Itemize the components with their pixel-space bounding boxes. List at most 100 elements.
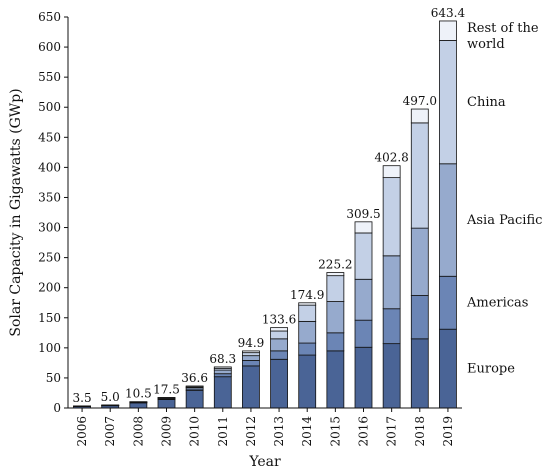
- bar-segment-china: [382, 177, 401, 257]
- legend-label: Americas: [466, 296, 528, 311]
- x-tick-label: 2006: [75, 416, 89, 447]
- bar-segment-europe: [157, 399, 176, 409]
- total-data-label: 68.3: [209, 352, 236, 366]
- total-data-label: 94.9: [238, 336, 265, 350]
- total-data-label: 225.2: [318, 258, 352, 272]
- bar-segment-rest-of-the-world: [298, 302, 317, 306]
- bar-segment-rest-of-the-world: [382, 165, 401, 179]
- y-tick-label: 400: [38, 160, 61, 174]
- y-tick-label: 100: [38, 341, 61, 355]
- y-tick-label: 0: [53, 401, 61, 415]
- bar-segment-rest-of-the-world: [326, 272, 345, 277]
- bar-segment-asia-pacific: [354, 278, 373, 321]
- bar-segment-americas: [298, 342, 317, 356]
- bar-segment-china: [354, 232, 373, 280]
- bar-segment-asia-pacific: [326, 301, 345, 334]
- bar-segment-americas: [439, 275, 457, 330]
- bar-segment-asia-pacific: [213, 369, 232, 375]
- bar-segment-asia-pacific: [410, 227, 429, 296]
- bar-segment-americas: [242, 360, 260, 367]
- x-tick-label: 2011: [216, 416, 230, 447]
- y-tick-label: 200: [38, 281, 61, 295]
- total-data-label: 133.6: [262, 313, 296, 327]
- total-data-label: 402.8: [374, 151, 408, 165]
- bar-segment-rest-of-the-world: [270, 327, 288, 332]
- bar-segment-china: [326, 275, 345, 302]
- x-tick-label: 2014: [300, 416, 314, 447]
- bar-segment-asia-pacific: [242, 355, 260, 361]
- x-tick-label: 2010: [188, 416, 202, 447]
- x-tick-label: 2012: [244, 416, 258, 447]
- bar-segment-americas: [213, 373, 232, 378]
- bar-segment-europe: [382, 343, 401, 409]
- y-tick-label: 300: [38, 221, 61, 235]
- legend-label: Asia Pacific: [466, 213, 542, 228]
- bar-segment-asia-pacific: [382, 255, 401, 310]
- legend-label: Rest of the: [467, 21, 539, 36]
- y-tick-label: 500: [38, 100, 61, 114]
- bar-segment-europe: [354, 346, 373, 409]
- bar-segment-china: [270, 330, 288, 340]
- bar-segment-china: [410, 122, 429, 229]
- y-tick-label: 550: [38, 70, 61, 84]
- total-data-label: 643.4: [431, 6, 466, 20]
- bar-segment-asia-pacific: [298, 320, 317, 344]
- bar-segment-europe: [185, 390, 204, 409]
- y-tick-label: 650: [38, 10, 61, 24]
- x-tick-label: 2019: [441, 416, 455, 447]
- bar-segment-china: [298, 304, 317, 322]
- total-data-label: 36.6: [181, 371, 208, 385]
- bar-segment-americas: [354, 319, 373, 348]
- y-tick-label: 150: [38, 311, 61, 325]
- bar-segment-americas: [410, 295, 429, 340]
- y-tick-label: 450: [38, 130, 61, 144]
- y-tick-label: 350: [38, 190, 61, 204]
- total-data-label: 5.0: [101, 390, 120, 404]
- bar-segment-rest-of-the-world: [242, 350, 260, 354]
- bar-segment-rest-of-the-world: [439, 20, 457, 41]
- bar-segment-europe: [298, 354, 317, 409]
- x-tick-label: 2017: [385, 416, 399, 447]
- x-tick-label: 2015: [328, 416, 342, 447]
- bar-segment-china: [242, 352, 260, 357]
- bar-segment-europe: [439, 328, 457, 409]
- x-axis-title: Year: [248, 454, 281, 470]
- bar-segment-europe: [410, 338, 429, 409]
- bar-segment-rest-of-the-world: [185, 385, 204, 388]
- bar-segment-asia-pacific: [270, 338, 288, 352]
- x-tick-label: 2009: [160, 416, 174, 447]
- bar-segment-europe: [326, 350, 345, 409]
- legend-label: China: [467, 95, 506, 110]
- y-axis-title: Solar Capacity in Gigawatts (GWp): [8, 88, 24, 336]
- bar-segment-europe: [213, 376, 232, 409]
- total-data-label: 309.5: [346, 207, 380, 221]
- bar-segment-asia-pacific: [439, 163, 457, 277]
- bar-segment-americas: [270, 350, 288, 360]
- bar-segment-europe: [129, 402, 148, 409]
- legend-label: world: [467, 37, 505, 52]
- y-tick-label: 50: [46, 371, 61, 385]
- bar-segment-rest-of-the-world: [213, 366, 232, 369]
- total-data-label: 10.5: [125, 387, 152, 401]
- bar-segment-europe: [242, 365, 260, 409]
- bar-segment-rest-of-the-world: [410, 108, 429, 124]
- x-tick-label: 2008: [131, 416, 145, 447]
- y-tick-label: 600: [38, 40, 61, 54]
- bar-segment-rest-of-the-world: [354, 221, 373, 234]
- x-tick-label: 2016: [357, 416, 371, 447]
- x-tick-label: 2007: [103, 416, 117, 447]
- bar-segment-americas: [326, 332, 345, 352]
- x-tick-label: 2018: [413, 416, 427, 447]
- bar-segment-china: [439, 40, 457, 165]
- bar-segment-americas: [382, 308, 401, 345]
- legend-label: Europe: [467, 362, 515, 377]
- bar-segment-europe: [270, 358, 288, 409]
- x-tick-label: 2013: [272, 416, 286, 447]
- total-data-label: 17.5: [153, 382, 180, 396]
- total-data-label: 497.0: [403, 94, 437, 108]
- y-tick-label: 250: [38, 251, 61, 265]
- total-data-label: 3.5: [73, 391, 92, 405]
- total-data-label: 174.9: [290, 288, 324, 302]
